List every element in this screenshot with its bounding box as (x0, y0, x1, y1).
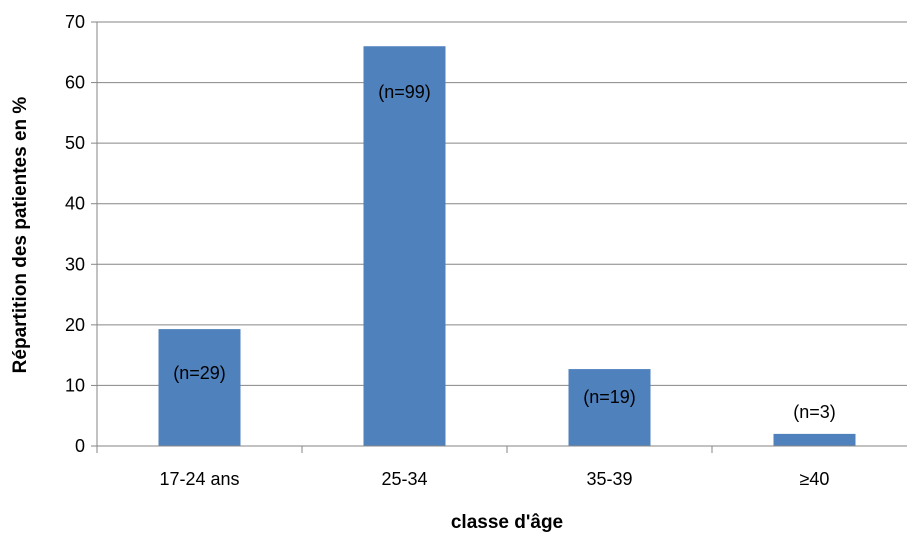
x-tick-label: 35-39 (586, 469, 632, 489)
y-tick-label: 50 (65, 133, 85, 153)
x-tick-label: ≥40 (800, 469, 830, 489)
gridlines (97, 21, 907, 386)
y-tick-label: 0 (75, 436, 85, 456)
y-tick-label: 30 (65, 254, 85, 274)
x-axis-title: classe d'âge (451, 512, 563, 533)
data-labels: (n=29) (n=99) (n=19) (n=3) (173, 82, 836, 422)
y-tick-labels: 0 10 20 30 40 50 60 70 (65, 12, 85, 456)
x-tick-label: 25-34 (381, 469, 427, 489)
bar (158, 329, 241, 446)
bar (773, 433, 856, 446)
data-label: (n=29) (173, 363, 226, 383)
data-label: (n=99) (378, 82, 431, 102)
x-tick-label: 17-24 ans (159, 469, 239, 489)
axes (91, 21, 907, 453)
y-tick-label: 40 (65, 194, 85, 214)
y-tick-label: 70 (65, 12, 85, 32)
y-tick-label: 20 (65, 315, 85, 335)
data-label: (n=3) (793, 402, 836, 422)
y-axis-title: Répartition des patientes en % (10, 97, 31, 374)
bar (363, 46, 446, 446)
data-label: (n=19) (583, 387, 636, 407)
x-tick-labels: 17-24 ans 25-34 35-39 ≥40 (159, 469, 829, 489)
y-tick-label: 10 (65, 375, 85, 395)
bar (568, 369, 651, 446)
bars (158, 46, 856, 446)
y-tick-label: 60 (65, 73, 85, 93)
